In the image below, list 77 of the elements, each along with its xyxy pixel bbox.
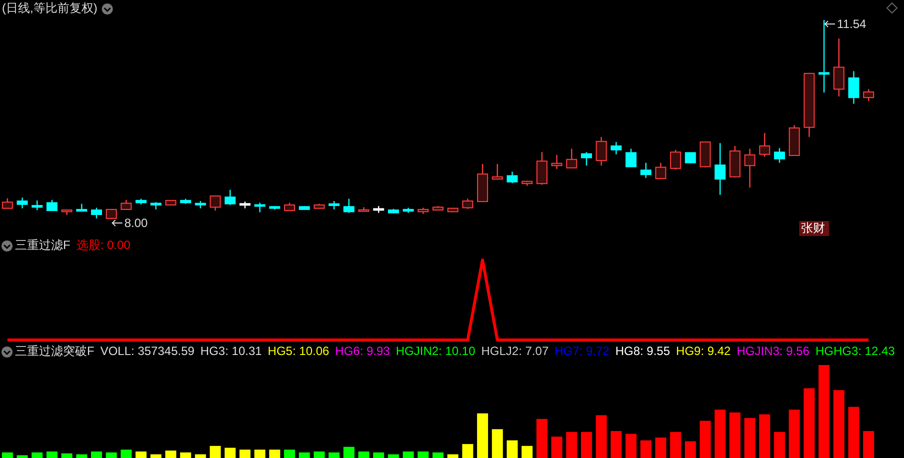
bar <box>120 450 132 458</box>
bar <box>492 429 503 458</box>
bar <box>863 431 874 458</box>
bar <box>580 432 592 458</box>
chart-title: 三重过滤F <box>15 238 70 252</box>
bar <box>269 450 280 458</box>
text: HG5: 10.06 <box>268 344 330 358</box>
bar <box>462 444 474 458</box>
bar <box>566 432 578 458</box>
text: 张财 <box>801 221 826 236</box>
bar <box>418 451 429 458</box>
bar <box>506 440 518 458</box>
chart-title: 三重过滤突破F <box>15 344 94 358</box>
bar <box>91 451 102 458</box>
text: 选股: 0.00 <box>76 238 131 252</box>
bar <box>298 452 310 458</box>
text: HG7: 9.72 <box>554 344 610 358</box>
bar <box>343 446 354 458</box>
bar <box>610 431 622 458</box>
bar <box>61 453 72 458</box>
bar <box>106 452 117 458</box>
chart-title: (日线,等比前复权) <box>2 1 98 16</box>
text: HGJIN2: 10.10 <box>396 344 476 358</box>
bar <box>194 454 206 458</box>
bar <box>684 441 696 458</box>
bar <box>714 410 726 458</box>
bar <box>432 452 444 458</box>
bar <box>477 413 488 458</box>
text: HG3: 10.31 <box>200 344 262 358</box>
bar <box>165 450 176 458</box>
bar <box>136 451 147 458</box>
text: HGJIN3: 9.56 <box>736 344 810 358</box>
bar <box>788 410 800 458</box>
bar <box>522 446 533 458</box>
bar <box>76 454 88 458</box>
bar <box>402 451 414 458</box>
text: HGLJ2: 7.07 <box>481 344 549 358</box>
bar <box>596 415 607 458</box>
bar <box>314 451 325 458</box>
text: HG6: 9.93 <box>335 344 390 358</box>
bar <box>626 434 637 458</box>
annotation: 8.00 <box>124 216 148 230</box>
bar <box>670 432 682 458</box>
bar <box>804 388 815 458</box>
bar <box>150 454 162 458</box>
text: HG8: 9.55 <box>615 344 670 358</box>
bar <box>744 418 756 458</box>
bar <box>46 451 58 458</box>
bar <box>551 436 562 458</box>
bar <box>328 452 340 458</box>
bar <box>254 450 266 458</box>
bar <box>373 452 384 458</box>
bar <box>833 390 844 458</box>
bar <box>2 452 13 458</box>
bar <box>224 448 236 458</box>
bar <box>16 455 28 458</box>
bar <box>655 438 666 458</box>
bar <box>536 418 548 458</box>
text: HGHG3: 12.43 <box>815 344 896 358</box>
bar <box>180 452 192 458</box>
bar <box>759 414 770 458</box>
bar <box>729 412 740 458</box>
bar <box>284 450 296 458</box>
bar <box>388 454 399 458</box>
bar <box>818 365 830 458</box>
bar <box>774 432 785 458</box>
text: VOLL: 357345.59 <box>100 344 195 358</box>
text: HG9: 9.42 <box>676 344 732 358</box>
bar <box>210 446 221 458</box>
bar <box>358 451 370 458</box>
bar <box>32 452 43 458</box>
bar <box>700 420 711 458</box>
bar <box>848 406 860 458</box>
bar <box>640 440 652 458</box>
bar <box>447 454 458 458</box>
annotation: 11.54 <box>837 17 866 32</box>
bar <box>239 450 250 458</box>
